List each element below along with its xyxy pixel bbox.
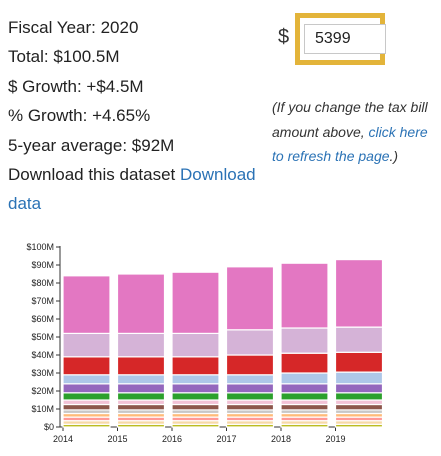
bar-stack — [225, 266, 275, 428]
download-row: Download this dataset Download data — [8, 160, 283, 219]
y-tick-label: $40M — [31, 350, 54, 360]
y-tick-label: $100M — [26, 242, 54, 252]
bar-segment — [171, 374, 220, 385]
bar-segment — [62, 399, 111, 406]
bar-segment — [280, 327, 329, 354]
note-prefix-text: (If you change the tax bill amount above… — [272, 99, 428, 140]
y-axis: $0 $10M $20M $30M $40M $50M $60M $70M $80M $90M $1… — [26, 242, 61, 432]
tax-bill-input[interactable] — [304, 24, 386, 54]
bar-segment — [280, 262, 329, 329]
bar-segment — [171, 383, 220, 394]
tax-bill-box — [295, 13, 386, 65]
five-year-average-text: 5-year average: $92M — [8, 135, 175, 155]
bar-segment — [334, 383, 384, 394]
bar-segment — [116, 383, 166, 394]
y-tick-label: $80M — [31, 278, 54, 288]
x-tick-label: 2017 — [216, 434, 236, 444]
bar-stack — [280, 262, 329, 428]
bar-segment — [62, 392, 111, 401]
bar-segment — [62, 275, 111, 334]
bar-segment — [334, 392, 384, 401]
y-tick-label: $0 — [44, 422, 54, 432]
y-tick-label: $30M — [31, 368, 54, 378]
y-tick-label: $20M — [31, 386, 54, 396]
bar-segment — [334, 371, 384, 385]
bar-segment — [225, 392, 275, 401]
stacked-bar-chart: $0 $10M $20M $30M $40M $50M $60M $70M $80M $90M $1… — [26, 242, 384, 444]
currency-symbol: $ — [278, 26, 290, 48]
bar-segment — [171, 392, 220, 401]
bar-segment — [280, 392, 329, 401]
refresh-note: (If you change the tax bill amount above… — [272, 95, 440, 169]
bars-group — [62, 259, 384, 428]
total-text: Total: $100.5M — [8, 47, 120, 67]
download-data-link[interactable]: Download data — [8, 165, 256, 214]
x-tick-label: 2015 — [107, 434, 127, 444]
bar-segment — [171, 399, 220, 406]
y-tick-label: $60M — [31, 314, 54, 324]
bar-segment — [280, 352, 329, 374]
bar-segment — [280, 403, 329, 411]
bar-segment — [280, 372, 329, 385]
bar-segment — [62, 403, 111, 411]
bar-segment — [334, 259, 384, 328]
y-tick-label: $70M — [31, 296, 54, 306]
bar-segment — [62, 356, 111, 376]
bar-segment — [225, 374, 275, 385]
summary-panel: Fiscal Year: 2020 Total: $100.5M $ Growt… — [8, 13, 283, 219]
bar-stack — [334, 259, 384, 428]
x-tick-label: 2014 — [53, 434, 73, 444]
bar-segment — [225, 329, 275, 356]
bar-stack — [62, 275, 111, 428]
y-tick-label: $10M — [31, 404, 54, 414]
x-axis: 2014 2015 2016 2017 2018 2019 — [53, 426, 382, 444]
dollar-growth-text: $ Growth: +$4.5M — [8, 76, 144, 96]
percent-growth-text: % Growth: +4.65% — [8, 106, 151, 126]
y-tick-label: $90M — [31, 260, 54, 270]
bar-segment — [171, 271, 220, 335]
bar-segment — [62, 374, 111, 385]
bar-segment — [225, 354, 275, 376]
bar-segment — [116, 403, 166, 411]
bar-stack — [116, 273, 166, 428]
bar-segment — [116, 374, 166, 385]
bar-segment — [225, 383, 275, 394]
bar-segment — [334, 326, 384, 353]
bar-segment — [116, 356, 166, 376]
bar-segment — [334, 403, 384, 411]
bar-segment — [280, 399, 329, 406]
bar-segment — [334, 351, 384, 373]
bar-segment — [225, 266, 275, 331]
y-tick-label: $50M — [31, 332, 54, 342]
x-tick-label: 2019 — [325, 434, 345, 444]
bar-segment — [334, 399, 384, 406]
bar-segment — [171, 332, 220, 358]
x-tick-label: 2018 — [271, 434, 291, 444]
x-tick-label: 2016 — [162, 434, 182, 444]
bar-segment — [116, 392, 166, 401]
note-suffix-text: .) — [389, 148, 399, 164]
refresh-page-link[interactable]: click here to refresh the page — [272, 123, 428, 165]
bar-segment — [116, 399, 166, 406]
bar-segment — [225, 399, 275, 406]
download-prefix-text: Download this dataset — [8, 165, 180, 185]
bar-segment — [62, 383, 111, 394]
bar-segment — [62, 332, 111, 358]
bar-segment — [280, 383, 329, 394]
bar-segment — [116, 332, 166, 358]
bar-segment — [171, 356, 220, 376]
bar-segment — [171, 403, 220, 411]
bar-segment — [225, 403, 275, 411]
bar-segment — [116, 273, 166, 335]
bar-stack — [171, 271, 220, 428]
fiscal-year-text: Fiscal Year: 2020 — [8, 18, 139, 37]
